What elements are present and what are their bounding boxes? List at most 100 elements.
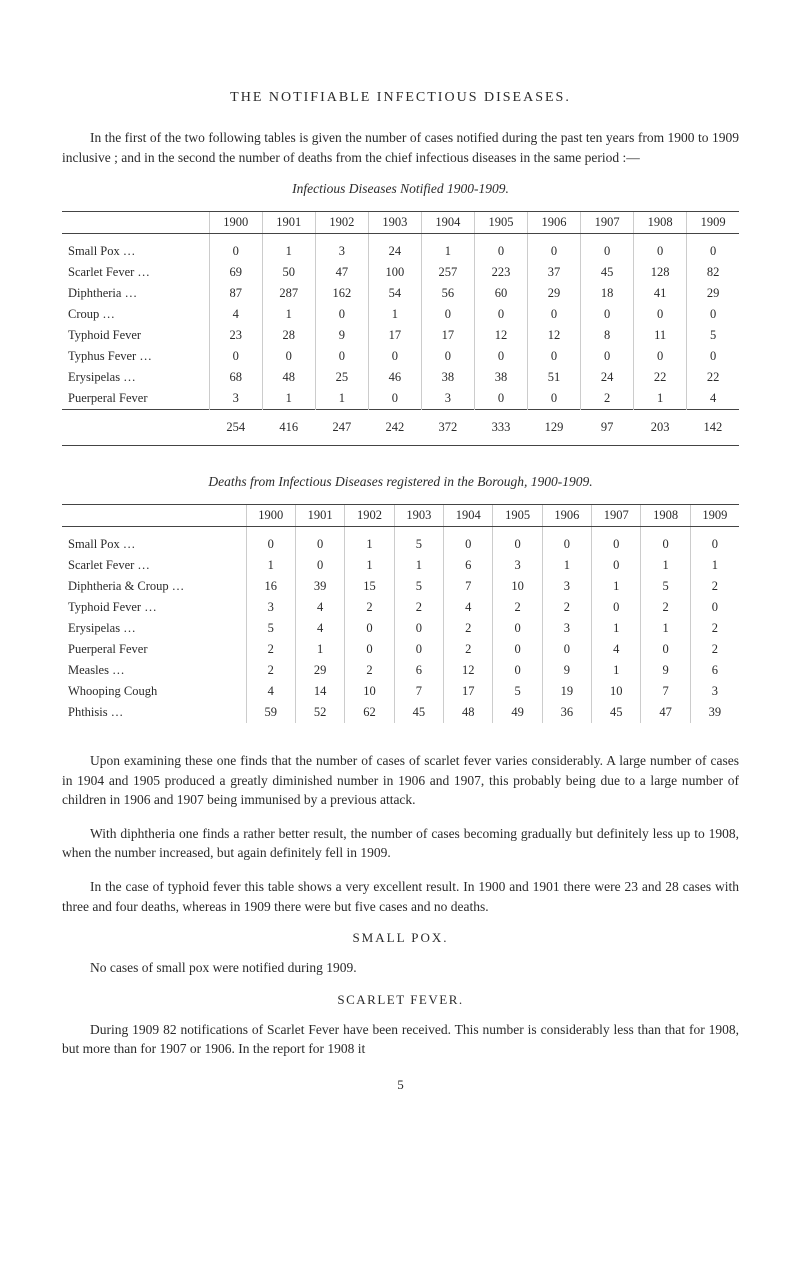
- data-cell: 11: [634, 325, 687, 346]
- table1-totals-row: 254 416 247 242 372 333 129 97 203 142: [62, 410, 739, 446]
- year-header: 1903: [368, 212, 421, 234]
- data-cell: 24: [368, 234, 421, 263]
- data-cell: 39: [295, 576, 344, 597]
- data-cell: 257: [421, 262, 474, 283]
- year-header: 1901: [295, 505, 344, 527]
- data-cell: 17: [368, 325, 421, 346]
- data-cell: 1: [262, 304, 315, 325]
- data-cell: 0: [493, 527, 542, 556]
- table-row: Typhus Fever …0000000000: [62, 346, 739, 367]
- data-cell: 49: [493, 702, 542, 723]
- year-header: 1903: [394, 505, 443, 527]
- table-notified: 1900 1901 1902 1903 1904 1905 1906 1907 …: [62, 211, 739, 446]
- table-row: Diphtheria & Croup …16391557103152: [62, 576, 739, 597]
- year-header: 1900: [209, 212, 262, 234]
- data-cell: 51: [528, 367, 581, 388]
- data-cell: 47: [641, 702, 690, 723]
- data-cell: 1: [295, 639, 344, 660]
- smallpox-text: No cases of small pox were notified duri…: [62, 958, 739, 978]
- data-cell: 47: [315, 262, 368, 283]
- row-label: Small Pox …: [62, 234, 209, 263]
- row-label: Diphtheria …: [62, 283, 209, 304]
- data-cell: 48: [444, 702, 493, 723]
- data-cell: 0: [246, 527, 295, 556]
- data-cell: 1: [592, 660, 641, 681]
- data-cell: 1: [542, 555, 591, 576]
- data-cell: 1: [345, 527, 394, 556]
- data-cell: 0: [315, 346, 368, 367]
- data-cell: 0: [687, 346, 739, 367]
- data-cell: 5: [246, 618, 295, 639]
- row-label: Croup …: [62, 304, 209, 325]
- data-cell: 6: [690, 660, 739, 681]
- year-header: 1907: [581, 212, 634, 234]
- table-row: Typhoid Fever …3422422020: [62, 597, 739, 618]
- data-cell: 1: [246, 555, 295, 576]
- table-row: Puerperal Fever3110300214: [62, 388, 739, 410]
- data-cell: 0: [444, 527, 493, 556]
- data-cell: 2: [444, 618, 493, 639]
- data-cell: 0: [528, 388, 581, 410]
- year-header: 1904: [444, 505, 493, 527]
- row-label: Erysipelas …: [62, 618, 246, 639]
- data-cell: 68: [209, 367, 262, 388]
- data-cell: 0: [315, 304, 368, 325]
- data-cell: 0: [528, 304, 581, 325]
- analysis-paragraph: In the case of typhoid fever this table …: [62, 877, 739, 916]
- year-header: 1909: [687, 212, 739, 234]
- row-label: Puerperal Fever: [62, 388, 209, 410]
- table-row: Erysipelas …68482546383851242222: [62, 367, 739, 388]
- table1-body: Small Pox …01324100000Scarlet Fever …695…: [62, 234, 739, 410]
- data-cell: 54: [368, 283, 421, 304]
- data-cell: 0: [262, 346, 315, 367]
- data-cell: 9: [641, 660, 690, 681]
- data-cell: 36: [542, 702, 591, 723]
- data-cell: 0: [690, 597, 739, 618]
- data-cell: 7: [444, 576, 493, 597]
- total-cell: 129: [528, 410, 581, 446]
- data-cell: 5: [493, 681, 542, 702]
- data-cell: 0: [493, 660, 542, 681]
- row-label: Phthisis …: [62, 702, 246, 723]
- data-cell: 9: [315, 325, 368, 346]
- data-cell: 29: [528, 283, 581, 304]
- year-header: 1908: [634, 212, 687, 234]
- data-cell: 2: [542, 597, 591, 618]
- year-header: 1900: [246, 505, 295, 527]
- row-label: Whooping Cough: [62, 681, 246, 702]
- data-cell: 41: [634, 283, 687, 304]
- data-cell: 0: [474, 234, 527, 263]
- data-cell: 1: [690, 555, 739, 576]
- page-number: 5: [62, 1077, 739, 1093]
- data-cell: 6: [444, 555, 493, 576]
- total-cell: 97: [581, 410, 634, 446]
- data-cell: 17: [421, 325, 474, 346]
- row-label: Measles …: [62, 660, 246, 681]
- row-label: Erysipelas …: [62, 367, 209, 388]
- data-cell: 3: [493, 555, 542, 576]
- data-cell: 0: [542, 639, 591, 660]
- table-row: Phthisis …59526245484936454739: [62, 702, 739, 723]
- table-row: Small Pox …0015000000: [62, 527, 739, 556]
- data-cell: 0: [345, 618, 394, 639]
- data-cell: 4: [209, 304, 262, 325]
- data-cell: 9: [542, 660, 591, 681]
- intro-paragraph: In the first of the two following tables…: [62, 128, 739, 167]
- total-cell: 242: [368, 410, 421, 446]
- data-cell: 128: [634, 262, 687, 283]
- scarlet-text: During 1909 82 notifications of Scarlet …: [62, 1020, 739, 1059]
- data-cell: 1: [262, 234, 315, 263]
- data-cell: 0: [345, 639, 394, 660]
- table-row: Small Pox …01324100000: [62, 234, 739, 263]
- row-label: Scarlet Fever …: [62, 262, 209, 283]
- analysis-paragraph: With diphtheria one finds a rather bette…: [62, 824, 739, 863]
- data-cell: 14: [295, 681, 344, 702]
- table2-body: Small Pox …0015000000Scarlet Fever …1011…: [62, 527, 739, 724]
- data-cell: 5: [394, 576, 443, 597]
- data-cell: 1: [592, 576, 641, 597]
- data-cell: 10: [345, 681, 394, 702]
- total-cell: 203: [634, 410, 687, 446]
- data-cell: 1: [262, 388, 315, 410]
- data-cell: 4: [246, 681, 295, 702]
- total-cell: 142: [687, 410, 739, 446]
